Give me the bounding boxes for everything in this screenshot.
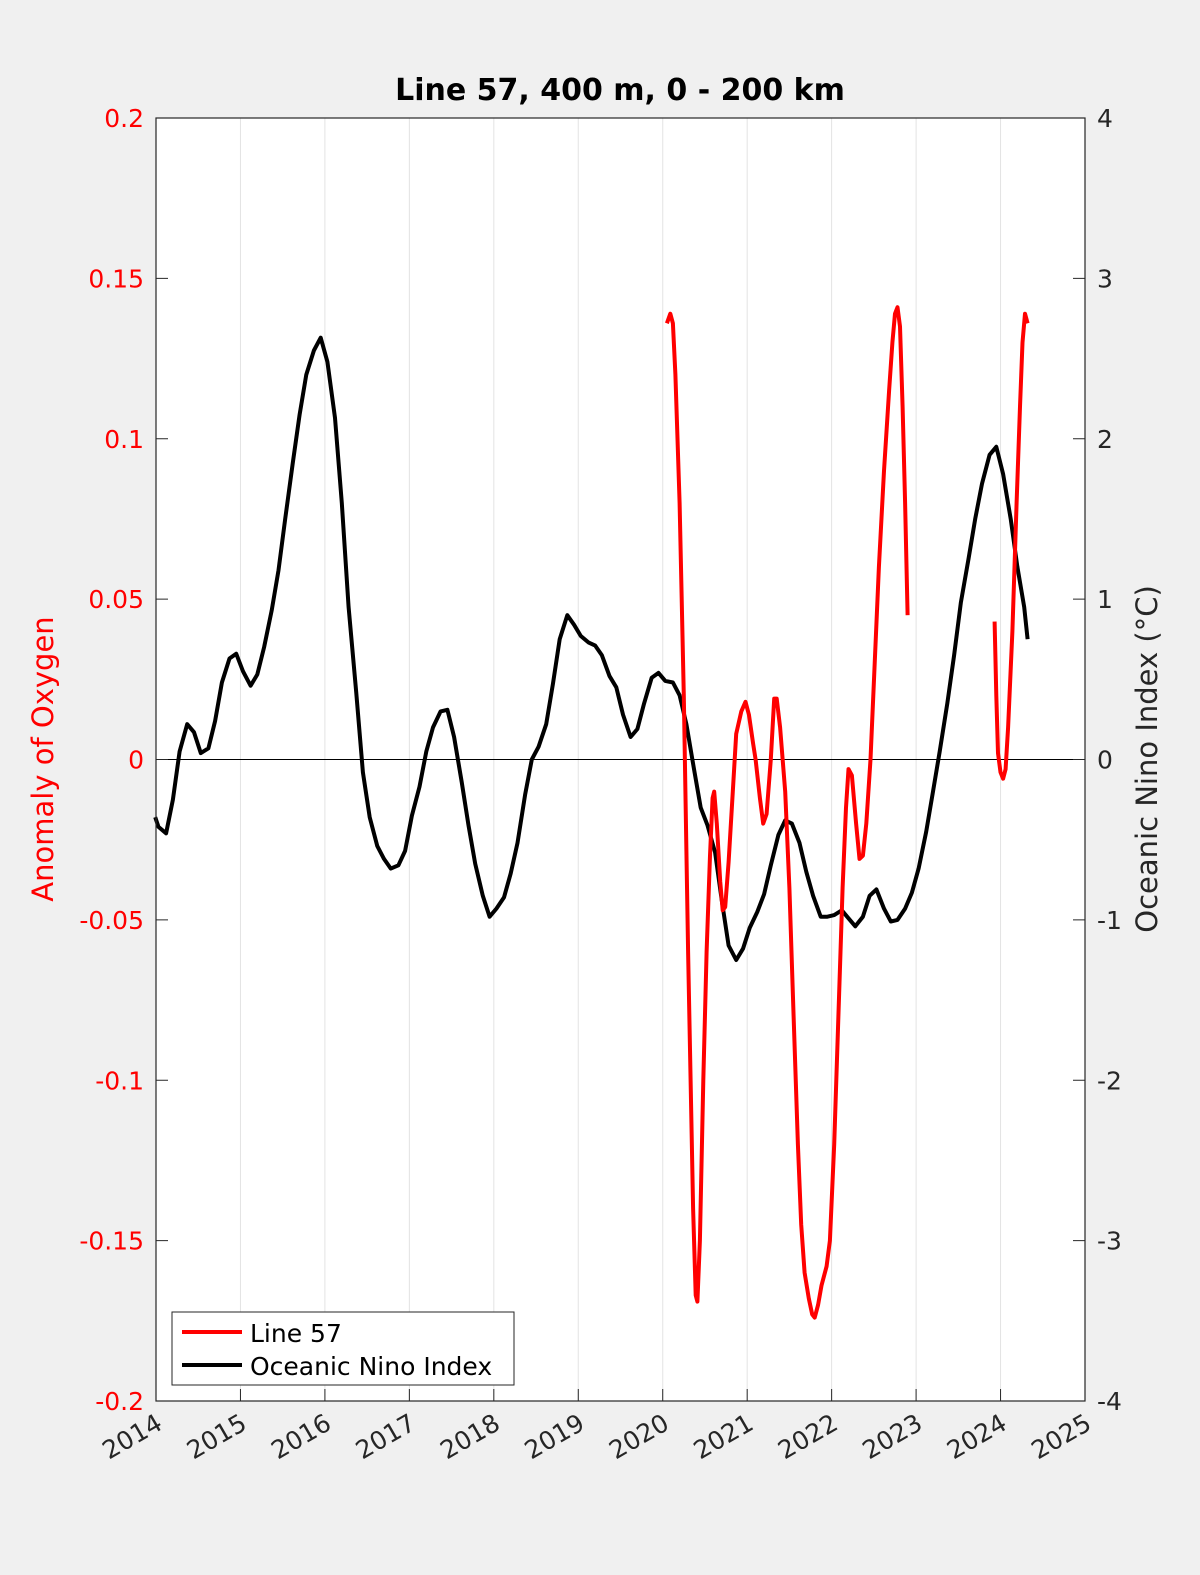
y-right-tick-label: -2 [1097, 1066, 1122, 1095]
legend-label-line57: Line 57 [250, 1319, 342, 1348]
left-axis: 0.2 0.15 0.1 0.05 0 -0.05 -0.1 -0.15 -0.2 [79, 104, 168, 1416]
y-axis-right-label: Oceanic Nino Index (°C) [1130, 585, 1164, 933]
y-right-tick-label: 1 [1097, 585, 1113, 614]
legend: Line 57 Oceanic Nino Index [171, 1311, 515, 1386]
y-left-tick-label: 0.05 [88, 585, 144, 614]
legend-label-oni: Oceanic Nino Index [250, 1352, 492, 1381]
chart-title: Line 57, 400 m, 0 - 200 km [395, 73, 845, 108]
y-left-tick-label: 0.2 [104, 104, 144, 133]
series-oni-line [153, 335, 1030, 962]
y-right-tick-label: -3 [1097, 1227, 1122, 1256]
y-left-tick-label: 0 [128, 746, 144, 775]
y-right-tick-label: 3 [1097, 264, 1113, 293]
y-left-tick-label: 0.1 [104, 425, 144, 454]
y-left-tick-label: -0.1 [95, 1066, 144, 1095]
y-axis-left-label: Anomaly of Oxygen [26, 616, 60, 901]
y-left-tick-label: 0.15 [88, 264, 144, 293]
y-right-tick-label: 4 [1097, 104, 1113, 133]
series-line57-line [992, 311, 1030, 781]
y-left-tick-label: -0.15 [79, 1227, 144, 1256]
y-left-tick-label: -0.05 [79, 906, 144, 935]
y-left-tick-label: -0.2 [95, 1387, 144, 1416]
right-axis: 4 3 2 1 0 -1 -2 -3 -4 [1073, 104, 1122, 1416]
series-layer [153, 305, 1030, 1320]
legend-box [171, 1311, 515, 1386]
y-right-tick-label: -1 [1097, 906, 1122, 935]
y-right-tick-label: 0 [1097, 746, 1113, 775]
y-right-tick-label: 2 [1097, 425, 1113, 454]
y-right-tick-label: -4 [1097, 1387, 1122, 1416]
series-line57-line [665, 305, 910, 1320]
